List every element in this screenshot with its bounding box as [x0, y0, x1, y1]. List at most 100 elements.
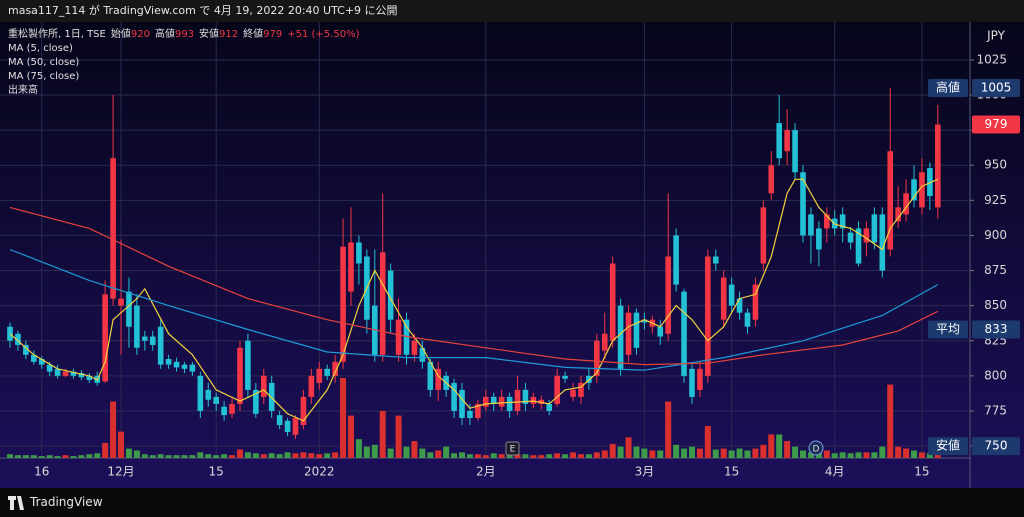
volume-bar — [125, 448, 132, 458]
volume-bar — [395, 415, 402, 458]
candle-body — [451, 382, 457, 411]
x-tick-label: 2022 — [304, 465, 335, 479]
volume-bar — [300, 452, 307, 458]
event-marker[interactable]: D — [808, 440, 824, 456]
volume-bar — [855, 452, 862, 458]
volume-bar — [871, 452, 878, 458]
volume-bar — [38, 456, 45, 458]
candle-body — [324, 368, 330, 376]
candle-body — [205, 389, 212, 400]
symbol: 重松製作所, 1日, TSE — [8, 27, 106, 40]
candle-body — [609, 263, 616, 341]
currency: JPY — [986, 29, 1006, 43]
event-label: D — [813, 445, 820, 455]
candle-body — [530, 396, 537, 404]
candle-body — [879, 214, 886, 271]
volume-bar — [141, 454, 148, 458]
price-badge — [972, 437, 1020, 456]
candle-body — [538, 399, 545, 404]
volume-bar — [752, 448, 759, 458]
volume-bar — [696, 448, 703, 458]
y-tick-label: 775 — [984, 403, 1007, 417]
candle-body — [641, 319, 648, 323]
ohlc-value: 920 — [131, 29, 150, 40]
volume-bar — [681, 448, 688, 458]
candle-body — [134, 305, 140, 348]
change: +51 (+5.50%) — [287, 29, 359, 40]
price-badge-label: 安値 — [936, 438, 960, 453]
candle-body — [776, 123, 783, 159]
volume-bar — [522, 454, 529, 458]
volume-bar — [371, 444, 378, 458]
volume-bar — [673, 444, 680, 458]
price-badge-tag — [928, 78, 968, 97]
candle-body — [744, 312, 751, 327]
volume-bar — [316, 454, 323, 458]
volume-bar — [435, 450, 442, 458]
volume-bar — [332, 452, 339, 458]
ohlc-value: 912 — [219, 29, 238, 40]
candle-body — [348, 242, 354, 292]
chart-background — [0, 22, 1024, 488]
candle-body — [118, 298, 124, 306]
volume-bar — [451, 453, 458, 458]
y-tick-label: 850 — [984, 298, 1007, 312]
candle-body — [752, 284, 759, 320]
volume-bar — [903, 448, 910, 458]
volume-bar — [133, 450, 140, 458]
volume-bar — [284, 452, 291, 458]
volume-bar — [720, 448, 727, 458]
candle-body — [847, 232, 854, 243]
volume-bar — [62, 455, 69, 458]
candle-body — [292, 417, 299, 435]
candle-body — [625, 312, 632, 355]
volume-bar — [474, 454, 481, 458]
candle-body — [78, 373, 85, 378]
candle-body — [395, 319, 402, 355]
chart: JPY 750775800825850875900925950975100010… — [0, 22, 1024, 488]
y-tick-label: 900 — [984, 228, 1007, 242]
ohlc-value: 979 — [263, 29, 282, 40]
candle-body — [15, 333, 21, 345]
event-marker[interactable]: E — [505, 441, 520, 456]
candle-body — [903, 193, 909, 215]
candle-body — [863, 228, 870, 243]
ma-line — [9, 248, 939, 371]
volume-bar — [149, 455, 156, 458]
logo — [8, 496, 24, 510]
grid: 7507758008258508759009259509751000102516… — [0, 22, 1007, 479]
volume-bar — [665, 401, 672, 458]
volume-bar — [577, 454, 584, 458]
volume-bar — [363, 446, 370, 458]
x-tick-label: 15 — [209, 465, 224, 479]
candle-body — [157, 326, 164, 365]
volume-bar — [538, 455, 545, 458]
event-label: E — [510, 445, 516, 455]
volume-bar — [895, 446, 902, 458]
candle-body — [617, 305, 624, 369]
volume-bar — [14, 455, 21, 458]
footer: TradingView — [0, 488, 1024, 517]
price-badge-tag — [928, 320, 968, 339]
candle-body — [475, 403, 481, 418]
volume-bar — [657, 450, 664, 458]
volume-bar — [633, 446, 640, 458]
volume-bar — [593, 452, 600, 458]
volume-bar — [252, 453, 259, 458]
x-tick-label: 2月 — [476, 465, 496, 479]
volume-bar — [863, 452, 870, 458]
volume-bar — [70, 456, 77, 458]
candle-body — [498, 396, 505, 407]
volume-bar — [86, 454, 93, 458]
price-badge-value: 750 — [985, 439, 1008, 453]
volume-bar — [807, 452, 814, 458]
price-badge-value: 833 — [985, 322, 1008, 336]
x-tick-label: 15 — [914, 465, 929, 479]
volume-bar — [205, 454, 212, 458]
volume-bar — [268, 453, 275, 458]
overlay: 重松製作所, 1日, TSE 始値920 高値993 安値912 終値979 +51 (+… — [8, 27, 1020, 456]
candle-body — [300, 396, 307, 426]
volume-bar — [800, 450, 806, 458]
candle-body — [459, 389, 465, 418]
